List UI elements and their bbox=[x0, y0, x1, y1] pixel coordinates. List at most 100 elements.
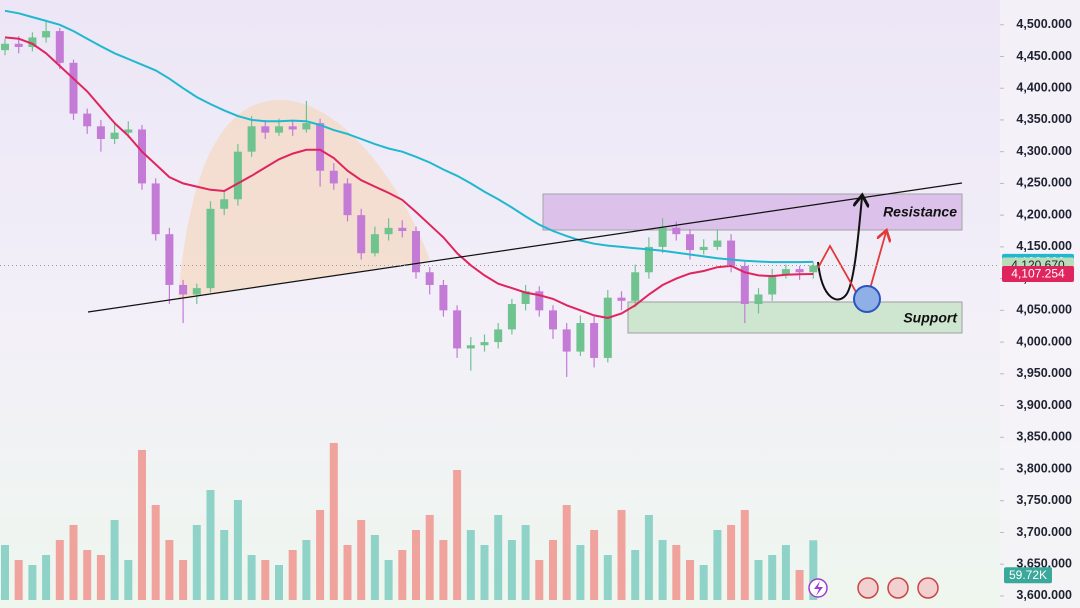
candle-body bbox=[521, 291, 530, 304]
price-tag-label: 4,107.254 bbox=[1011, 267, 1065, 281]
volume-bar bbox=[425, 515, 434, 600]
volume-bar bbox=[412, 530, 420, 600]
entry-marker bbox=[853, 285, 881, 313]
volume-bar bbox=[535, 560, 544, 600]
candle-body bbox=[576, 323, 585, 352]
support-zone bbox=[627, 301, 963, 334]
bullish-path-arrow bbox=[817, 197, 862, 301]
volume-bar bbox=[233, 500, 242, 600]
volume-bar bbox=[576, 545, 585, 600]
volume-bar bbox=[275, 565, 283, 600]
candle-body bbox=[288, 126, 297, 130]
volume-bar bbox=[494, 515, 503, 600]
volume-bar bbox=[603, 555, 612, 600]
candle-body bbox=[28, 37, 37, 47]
candle-body bbox=[644, 246, 653, 273]
volume-bar bbox=[617, 510, 626, 600]
candle-body bbox=[590, 323, 599, 358]
candle-body bbox=[110, 132, 119, 139]
volume-bar bbox=[316, 510, 325, 600]
volume-bar bbox=[384, 560, 393, 600]
volume-bar bbox=[206, 490, 215, 600]
candle-body bbox=[192, 288, 201, 295]
candle-body bbox=[480, 342, 489, 346]
trendline bbox=[87, 182, 963, 313]
y-tick-label: 4,250.000 bbox=[1016, 176, 1072, 190]
y-tick-label: 3,600.000 bbox=[1016, 588, 1072, 602]
candle-body bbox=[713, 240, 722, 247]
y-tick-label: 3,800.000 bbox=[1016, 461, 1072, 475]
candle-body bbox=[69, 62, 78, 114]
y-tick-label: 3,850.000 bbox=[1016, 430, 1072, 444]
candle-body bbox=[83, 113, 92, 127]
support-label: Support bbox=[903, 310, 958, 326]
volume-bar bbox=[261, 560, 270, 600]
candle-body bbox=[151, 183, 160, 235]
volume-bar bbox=[699, 565, 708, 600]
y-tick-label: 3,950.000 bbox=[1016, 366, 1072, 380]
candle-body bbox=[370, 234, 379, 254]
candle-body bbox=[124, 129, 133, 133]
volume-bar bbox=[370, 535, 379, 600]
candle-body bbox=[247, 126, 256, 152]
volume-bar bbox=[658, 540, 667, 600]
us-event-icon[interactable] bbox=[917, 577, 939, 599]
y-tick-label: 4,300.000 bbox=[1016, 144, 1072, 158]
y-tick-label: 3,650.000 bbox=[1016, 557, 1072, 571]
candle-body bbox=[220, 199, 229, 209]
price-pane bbox=[1, 9, 818, 377]
candle-body bbox=[631, 272, 640, 301]
volume-bar bbox=[83, 550, 92, 600]
candle-body bbox=[686, 234, 694, 251]
y-tick-label: 3,900.000 bbox=[1016, 398, 1072, 412]
y-tick-label: 4,200.000 bbox=[1016, 207, 1072, 221]
y-tick-label: 4,350.000 bbox=[1016, 112, 1072, 126]
volume-bar bbox=[398, 550, 407, 600]
candle-body bbox=[1, 43, 9, 51]
resistance-label: Resistance bbox=[883, 204, 957, 220]
volume-bar bbox=[138, 450, 146, 600]
volume-bar bbox=[357, 520, 366, 600]
candle-body bbox=[275, 126, 283, 133]
us-event-icon[interactable] bbox=[857, 577, 879, 599]
volume-bar bbox=[179, 560, 188, 600]
volume-bar bbox=[754, 560, 763, 600]
volume-bar bbox=[124, 560, 133, 600]
volume-bar bbox=[521, 525, 530, 600]
candle-body bbox=[42, 31, 51, 38]
candle-body bbox=[535, 291, 544, 311]
candle-body bbox=[754, 294, 763, 304]
y-tick-label: 4,150.000 bbox=[1016, 239, 1072, 253]
y-tick-label: 4,450.000 bbox=[1016, 49, 1072, 63]
candle-body bbox=[795, 269, 804, 273]
volume-bar bbox=[302, 540, 311, 600]
candle-body bbox=[809, 265, 818, 273]
volume-bar bbox=[151, 505, 160, 600]
volume-bar bbox=[28, 565, 37, 600]
volume-bar bbox=[439, 540, 448, 600]
y-tick-label: 3,700.000 bbox=[1016, 525, 1072, 539]
candle-body bbox=[398, 227, 407, 232]
volume-tag-label: 59.72K bbox=[1009, 568, 1047, 582]
candle-body bbox=[453, 310, 462, 349]
candle-body bbox=[439, 284, 448, 311]
volume-bar bbox=[42, 555, 51, 600]
candle-body bbox=[727, 240, 736, 266]
volume-bar bbox=[740, 510, 749, 600]
volume-bar bbox=[1, 545, 9, 600]
volume-bar bbox=[96, 555, 105, 600]
price-tag bbox=[1002, 266, 1074, 283]
us-event-icon[interactable] bbox=[887, 577, 909, 599]
volume-bar bbox=[727, 525, 736, 600]
candle-body bbox=[96, 126, 105, 139]
volume-bar bbox=[247, 555, 256, 600]
rounded-top-pattern bbox=[178, 100, 430, 300]
candle-body bbox=[603, 297, 612, 358]
volume-bar bbox=[809, 540, 818, 600]
volume-bar bbox=[549, 540, 557, 600]
candle-body bbox=[562, 329, 571, 352]
volume-bar bbox=[590, 530, 599, 600]
volume-bar bbox=[55, 540, 64, 600]
